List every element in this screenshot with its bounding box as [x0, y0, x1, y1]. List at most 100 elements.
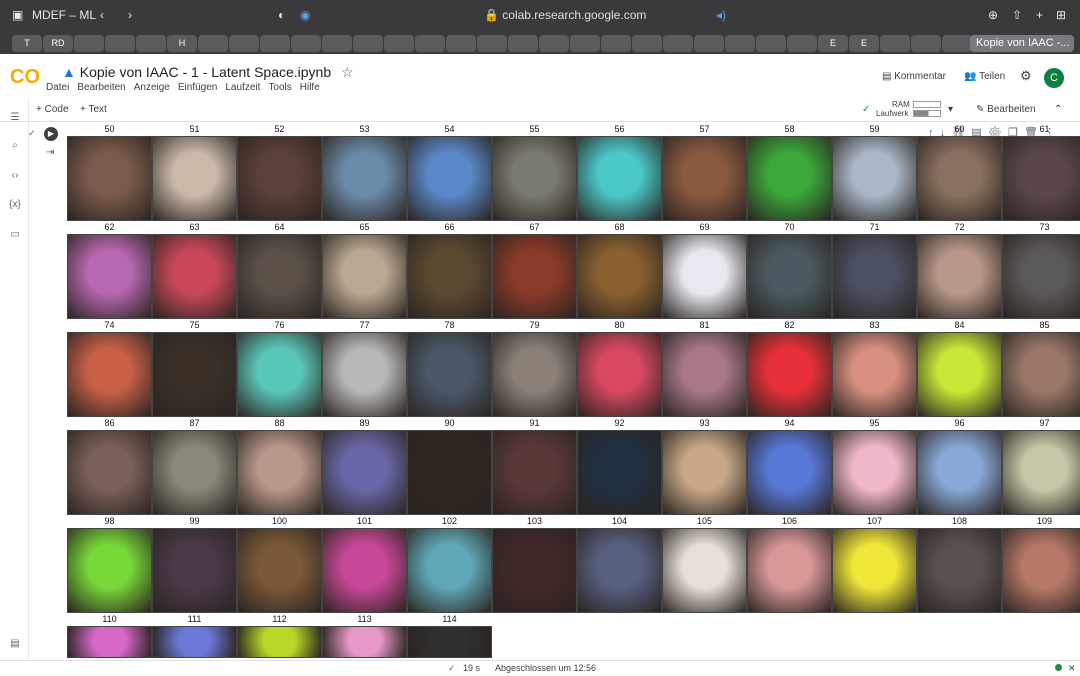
settings-icon[interactable]: ⚙: [1020, 68, 1032, 83]
back-icon[interactable]: ‹: [100, 8, 104, 22]
add-code-button[interactable]: + Code: [36, 104, 69, 115]
browser-tab[interactable]: [632, 35, 662, 52]
image-index-label: 68: [614, 222, 625, 232]
profile-label[interactable]: MDEF – ML: [32, 8, 97, 22]
collapse-header-icon[interactable]: ⌃: [1054, 104, 1063, 115]
browser-tab[interactable]: E: [818, 35, 848, 52]
audio-icon[interactable]: ◂): [716, 8, 727, 22]
star-icon[interactable]: ☆: [341, 64, 354, 80]
image-index-label: 76: [274, 320, 285, 330]
notebook-title[interactable]: ▲ Kopie von IAAC - 1 - Latent Space.ipyn…: [62, 64, 354, 81]
generated-face-image: [152, 528, 237, 613]
more-icon[interactable]: ⋮: [1044, 127, 1056, 139]
browser-tab[interactable]: [291, 35, 321, 52]
move-down-icon[interactable]: ↓: [939, 127, 946, 139]
close-status-icon[interactable]: ✕: [1068, 663, 1076, 673]
browser-tab[interactable]: [353, 35, 383, 52]
browser-tab[interactable]: [384, 35, 414, 52]
move-up-icon[interactable]: ↑: [928, 127, 934, 139]
menu-item[interactable]: Tools: [268, 82, 292, 93]
edit-mode-button[interactable]: ✎ Bearbeiten: [976, 104, 1036, 115]
extension-icon[interactable]: ◉: [300, 8, 311, 22]
forward-icon[interactable]: ›: [128, 8, 132, 22]
browser-tab[interactable]: [477, 35, 507, 52]
comment-label: Kommentar: [894, 71, 946, 82]
browser-tab[interactable]: [260, 35, 290, 52]
browser-tab[interactable]: [570, 35, 600, 52]
share-label: Teilen: [979, 71, 1006, 82]
toc-icon[interactable]: ☰: [10, 112, 20, 123]
menu-item[interactable]: Hilfe: [299, 82, 320, 93]
menu-item[interactable]: Datei: [46, 82, 70, 93]
browser-tab[interactable]: [508, 35, 538, 52]
browser-tab[interactable]: [446, 35, 476, 52]
variables-icon[interactable]: {x}: [9, 199, 21, 210]
run-cell-button[interactable]: ▶: [44, 127, 58, 141]
generated-face-image: [322, 528, 407, 613]
browser-tab[interactable]: [725, 35, 755, 52]
menu-item[interactable]: Einfügen: [177, 82, 218, 93]
image-index-label: 64: [274, 222, 285, 232]
comment-button[interactable]: ▤ Kommentar: [882, 71, 946, 82]
cell-output-icon[interactable]: ⇥: [46, 147, 55, 158]
download-icon[interactable]: ⊕: [988, 8, 999, 22]
browser-tab[interactable]: E: [849, 35, 879, 52]
address-bar[interactable]: 🔒 colab.research.google.com: [484, 8, 647, 22]
avatar[interactable]: C: [1044, 68, 1064, 88]
browser-tab[interactable]: T: [12, 35, 42, 52]
browser-tab[interactable]: RD: [43, 35, 73, 52]
browser-tab[interactable]: [694, 35, 724, 52]
generated-face-image: [67, 234, 152, 319]
generated-face-image: [237, 430, 322, 515]
browser-tab[interactable]: [663, 35, 693, 52]
browser-tab[interactable]: [229, 35, 259, 52]
code-snippets-icon[interactable]: ‹›: [11, 170, 19, 181]
runtime-dropdown-icon[interactable]: ▾: [948, 104, 954, 115]
menu-item[interactable]: Bearbeiten: [77, 82, 126, 93]
browser-tab[interactable]: [198, 35, 228, 52]
generated-face-image: [832, 234, 917, 319]
image-index-label: 60: [954, 124, 965, 134]
search-icon[interactable]: ⌕: [12, 140, 18, 151]
add-text-button[interactable]: + Text: [80, 104, 107, 115]
tab-overview-icon[interactable]: ⊞: [1056, 8, 1067, 22]
menu-item[interactable]: Anzeige: [133, 82, 170, 93]
generated-face-image: [492, 430, 577, 515]
browser-tab[interactable]: [787, 35, 817, 52]
generated-face-image: [152, 136, 237, 221]
image-index-label: 56: [614, 124, 625, 134]
generated-face-image: [322, 332, 407, 417]
comment-cell-icon[interactable]: ▤: [971, 127, 982, 139]
browser-tab[interactable]: [539, 35, 569, 52]
browser-tab[interactable]: H: [167, 35, 197, 52]
image-grid-cell: 105: [662, 516, 747, 613]
share-button[interactable]: 👥 Teilen: [964, 71, 1006, 82]
image-grid-cell: 51: [152, 124, 237, 221]
generated-face-image: [917, 136, 1002, 221]
generated-face-image: [492, 528, 577, 613]
image-index-label: 90: [444, 418, 455, 428]
browser-tab[interactable]: [942, 35, 972, 52]
active-browser-tab[interactable]: Kopie von IAAC -...: [970, 35, 1074, 52]
generated-face-image: [237, 234, 322, 319]
browser-tab[interactable]: [322, 35, 352, 52]
colab-logo[interactable]: CO: [10, 66, 40, 88]
browser-tab[interactable]: [74, 35, 104, 52]
browser-tab[interactable]: [911, 35, 941, 52]
files-icon[interactable]: ▭: [10, 229, 20, 240]
image-index-label: 92: [614, 418, 625, 428]
shield-icon[interactable]: ◐: [278, 8, 286, 22]
image-grid-cell: 55: [492, 124, 577, 221]
sidebar-toggle-icon[interactable]: ▣: [12, 8, 24, 22]
menu-item[interactable]: Laufzeit: [225, 82, 261, 93]
terminal-icon[interactable]: ▤: [10, 638, 20, 649]
browser-tab[interactable]: [601, 35, 631, 52]
mirror-cell-icon[interactable]: ❐: [1007, 127, 1018, 139]
browser-tab[interactable]: [880, 35, 910, 52]
browser-tab[interactable]: [105, 35, 135, 52]
new-tab-icon[interactable]: +: [1036, 8, 1044, 22]
browser-tab[interactable]: [136, 35, 166, 52]
browser-tab[interactable]: [756, 35, 786, 52]
browser-tab[interactable]: [415, 35, 445, 52]
share-icon[interactable]: ⇧: [1012, 8, 1023, 22]
